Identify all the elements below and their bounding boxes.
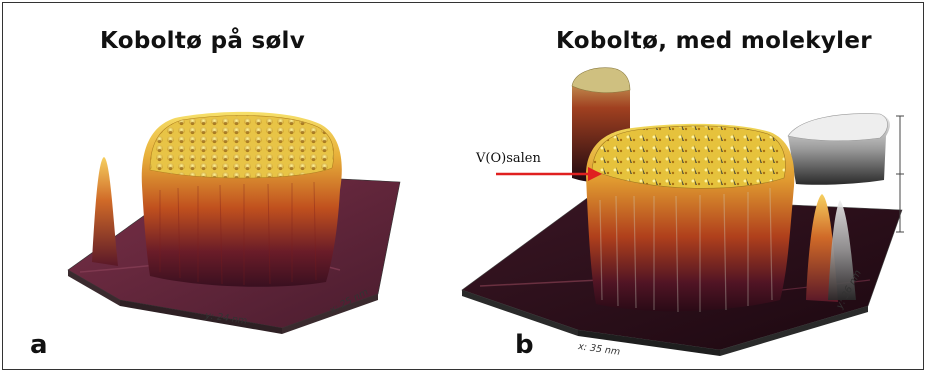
- panel-b-title: Koboltø, med molekyler: [556, 28, 872, 54]
- annotation-arrow: [496, 167, 602, 181]
- panel-a-surface: [67, 111, 401, 334]
- panel-a-letter: a: [30, 330, 48, 360]
- panel-b-letter: b: [515, 330, 534, 360]
- molecule-label: V(O)salen: [476, 151, 541, 166]
- panel-a-title: Koboltø på sølv: [100, 28, 306, 54]
- panel-b-surface: [461, 67, 904, 356]
